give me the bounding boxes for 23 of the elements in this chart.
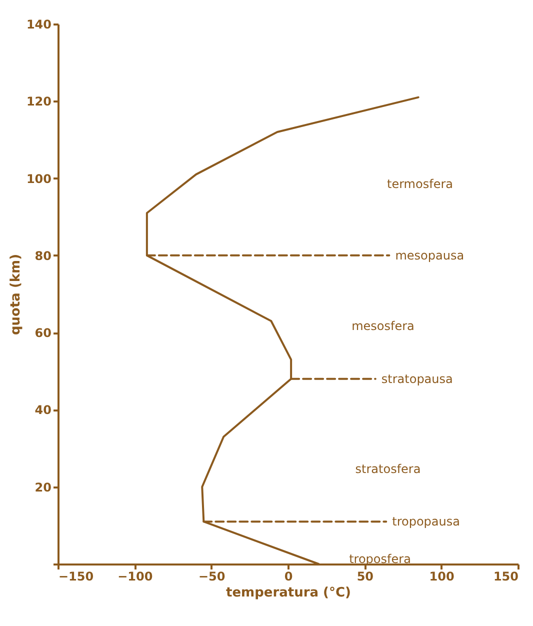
annotation: mesosfera: [352, 319, 414, 333]
x-tick-label: 100: [429, 570, 454, 584]
y-tick-label: 100: [26, 172, 52, 186]
series-label: tropopausa: [392, 514, 460, 529]
x-axis-title: temperatura (°C): [226, 586, 351, 600]
x-tick-label: 50: [356, 570, 374, 584]
y-tick-label: 20: [34, 480, 52, 494]
y-tick-label: 60: [34, 326, 52, 340]
y-axis-title: quota (km): [8, 254, 24, 336]
series-label: mesopausa: [395, 248, 464, 262]
x-tick-label: −50: [198, 570, 226, 584]
x-tick-label: −150: [58, 570, 94, 584]
x-tick-label: 0: [284, 570, 293, 584]
series-label: stratopausa: [381, 372, 453, 386]
y-tick-label: 140: [26, 18, 52, 32]
x-tick-label: 150: [493, 570, 518, 584]
annotation: termosfera: [387, 177, 453, 191]
annotation: stratosfera: [355, 462, 421, 476]
annotation: troposfera: [349, 552, 411, 566]
y-tick-label: 120: [26, 94, 52, 109]
y-tick-label: 80: [34, 248, 52, 263]
x-tick-label: −100: [118, 570, 153, 584]
y-tick-label: 40: [34, 403, 52, 418]
